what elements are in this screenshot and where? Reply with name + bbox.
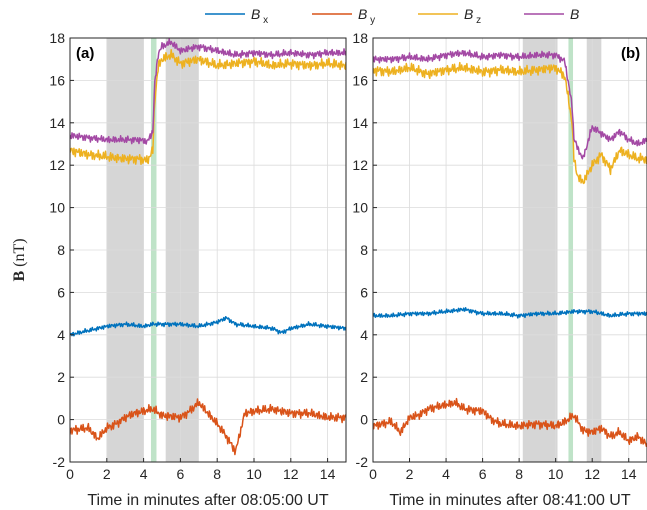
x-tick-label: 12 xyxy=(283,466,299,482)
x-tick-label: 2 xyxy=(103,466,111,482)
y-tick-label: 14 xyxy=(352,115,368,131)
x-tick-label: 0 xyxy=(369,466,377,482)
x-tick-label: 12 xyxy=(584,466,600,482)
y-tick-label: 6 xyxy=(360,284,368,300)
y-tick-label: 16 xyxy=(49,72,65,88)
x-tick-label: 6 xyxy=(177,466,185,482)
x-tick-label: 0 xyxy=(66,466,74,482)
x-tick-label: 4 xyxy=(442,466,450,482)
x-tick-label: 10 xyxy=(548,466,564,482)
y-axis-label: B (nT) xyxy=(11,238,28,281)
y-tick-label: 10 xyxy=(49,200,65,216)
x-tick-label: 14 xyxy=(320,466,336,482)
y-tick-label: 18 xyxy=(49,30,65,46)
x-tick-label: 14 xyxy=(621,466,637,482)
x-tick-label: 8 xyxy=(213,466,221,482)
series-line-bx xyxy=(373,308,647,318)
y-tick-label: 0 xyxy=(360,412,368,428)
legend-entry: B x xyxy=(251,6,268,26)
x-tick-label: 2 xyxy=(406,466,414,482)
y-tick-label: 18 xyxy=(352,30,368,46)
y-tick-label: 14 xyxy=(49,115,65,131)
y-tick-label: 0 xyxy=(57,412,65,428)
y-tick-label: -2 xyxy=(356,454,369,470)
panel-label: (a) xyxy=(76,45,94,62)
x-tick-label: 6 xyxy=(479,466,487,482)
x-axis-label: Time in minutes after 08:41:00 UT xyxy=(389,492,631,509)
x-axis-label: Time in minutes after 08:05:00 UT xyxy=(87,492,329,509)
y-tick-label: 6 xyxy=(57,284,65,300)
y-tick-label: 8 xyxy=(57,242,65,258)
y-tick-label: 4 xyxy=(360,327,368,343)
x-tick-label: 4 xyxy=(140,466,148,482)
y-tick-label: 8 xyxy=(360,242,368,258)
y-tick-label: 2 xyxy=(57,369,65,385)
series-line-by xyxy=(373,399,647,447)
x-tick-label: 8 xyxy=(515,466,523,482)
y-tick-label: 12 xyxy=(49,157,65,173)
y-tick-label: 2 xyxy=(360,369,368,385)
y-tick-label: 16 xyxy=(352,72,368,88)
y-tick-label: -2 xyxy=(53,454,66,470)
x-tick-label: 10 xyxy=(246,466,262,482)
y-tick-label: 4 xyxy=(57,327,65,343)
legend-entry: B z xyxy=(464,6,481,26)
legend-entry: B xyxy=(570,6,579,22)
legend-entry: B y xyxy=(358,6,375,26)
panel-label: (b) xyxy=(621,45,640,62)
y-tick-label: 10 xyxy=(352,200,368,216)
y-tick-label: 12 xyxy=(352,157,368,173)
